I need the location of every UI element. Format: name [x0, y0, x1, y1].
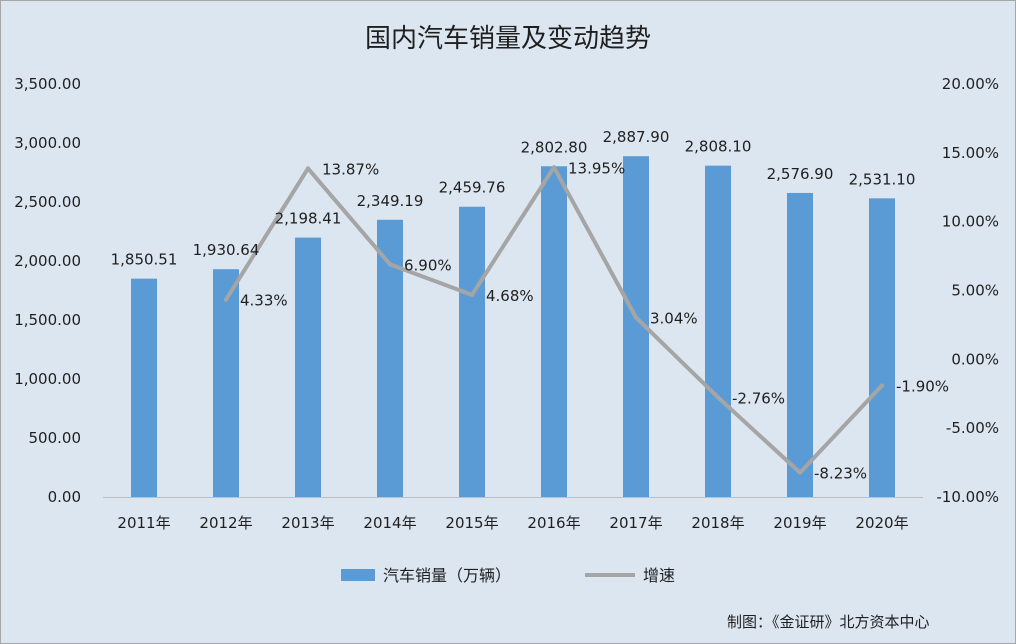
- right-axis-tick-label: 5.00%: [951, 282, 999, 300]
- legend-bar-label: 汽车销量（万辆）: [383, 566, 511, 585]
- line-point: [470, 292, 474, 297]
- left-axis-tick-label: 2,500.00: [14, 193, 81, 211]
- right-axis-tick-label: -10.00%: [936, 488, 999, 506]
- bar-data-label: 2,802.80: [521, 138, 588, 156]
- line-data-label: 13.87%: [322, 160, 379, 178]
- line-point: [224, 297, 228, 302]
- left-axis-tick-label: 1,000.00: [14, 370, 81, 388]
- left-axis-tick-label: 3,000.00: [14, 134, 81, 152]
- right-axis-tick-label: 0.00%: [951, 350, 999, 368]
- bar: [541, 166, 567, 497]
- bar-data-label: 2,887.90: [603, 128, 670, 146]
- x-axis-tick-label: 2011年: [117, 514, 170, 532]
- bar-data-label: 2,459.76: [439, 179, 506, 197]
- bar-data-label: 2,349.19: [357, 192, 424, 210]
- source-note: 制图：《金证研》北方资本中心: [727, 613, 930, 631]
- legend: 汽车销量（万辆） 增速: [341, 566, 675, 585]
- bar: [787, 192, 813, 498]
- line-data-label: -1.90%: [896, 377, 949, 395]
- bar-data-label: 2,198.41: [275, 210, 342, 228]
- x-axis-tick-label: 2012年: [199, 514, 252, 532]
- legend-line-label: 增速: [643, 566, 675, 585]
- line-point: [798, 470, 802, 475]
- line-data-label: -2.76%: [732, 389, 785, 407]
- right-axis-tick-label: -5.00%: [946, 419, 999, 437]
- left-axis-tick-label: 0.00: [48, 488, 81, 506]
- line-data-labels: 4.33% 13.87% 6.90% 4.68% 13.95% 3.04% -2.76% -8…: [240, 159, 949, 482]
- legend-bar-swatch: [341, 569, 375, 581]
- bar-data-label: 2,576.90: [767, 165, 834, 183]
- line-data-label: 4.33%: [240, 292, 288, 310]
- x-axis-tick-label: 2020年: [855, 514, 908, 532]
- line-point: [716, 395, 720, 400]
- bar: [131, 278, 157, 497]
- x-axis-tick-label: 2017年: [609, 514, 662, 532]
- x-axis-tick-label: 2015年: [445, 514, 498, 532]
- line-data-label: 6.90%: [404, 256, 452, 274]
- x-axis-tick-label: 2019年: [773, 514, 826, 532]
- left-axis-tick-label: 500.00: [29, 429, 82, 447]
- right-axis-tick-label: 15.00%: [942, 144, 999, 162]
- bar-data-label: 1,930.64: [193, 241, 260, 259]
- x-axis-ticks: 2011年 2012年 2013年 2014年 2015年 2016年 2017年 2018年…: [117, 514, 908, 532]
- bar: [459, 206, 485, 497]
- right-axis-ticks: -10.00% -5.00% 0.00% 5.00% 10.00% 15.00% 20.00…: [936, 75, 999, 506]
- bar-data-label: 2,531.10: [849, 170, 916, 188]
- x-axis-tick-label: 2016年: [527, 514, 580, 532]
- line-point: [552, 165, 556, 170]
- x-axis-tick-label: 2014年: [363, 514, 416, 532]
- left-axis-ticks: 0.00 500.00 1,000.00 1,500.00 2,000.00 2,500.…: [14, 75, 81, 506]
- bar: [295, 237, 321, 497]
- bar-data-labels: 1,850.51 1,930.64 2,198.41 2,349.19 2,459.76…: [111, 128, 916, 268]
- chart-title: 国内汽车销量及变动趋势: [365, 24, 651, 54]
- line-data-label: 4.68%: [486, 287, 534, 305]
- left-axis-tick-label: 2,000.00: [14, 252, 81, 270]
- left-axis-tick-label: 1,500.00: [14, 311, 81, 329]
- line-data-label: 13.95%: [568, 159, 625, 177]
- bar: [213, 269, 239, 497]
- line-data-label: 3.04%: [650, 309, 698, 327]
- line-point: [880, 383, 884, 388]
- line-point: [388, 262, 392, 267]
- line-series: [224, 165, 884, 475]
- line-data-label: -8.23%: [814, 465, 867, 483]
- line-point: [306, 166, 310, 171]
- bar-data-label: 1,850.51: [111, 251, 178, 269]
- bar: [869, 198, 895, 497]
- bar-data-label: 2,808.10: [685, 138, 752, 156]
- x-axis-tick-label: 2013年: [281, 514, 334, 532]
- line-point: [634, 315, 638, 320]
- right-axis-tick-label: 10.00%: [942, 213, 999, 231]
- right-axis-tick-label: 20.00%: [942, 75, 999, 93]
- bar: [705, 165, 731, 497]
- bar-series: [131, 156, 895, 498]
- x-axis-tick-label: 2018年: [691, 514, 744, 532]
- left-axis-tick-label: 3,500.00: [14, 75, 81, 93]
